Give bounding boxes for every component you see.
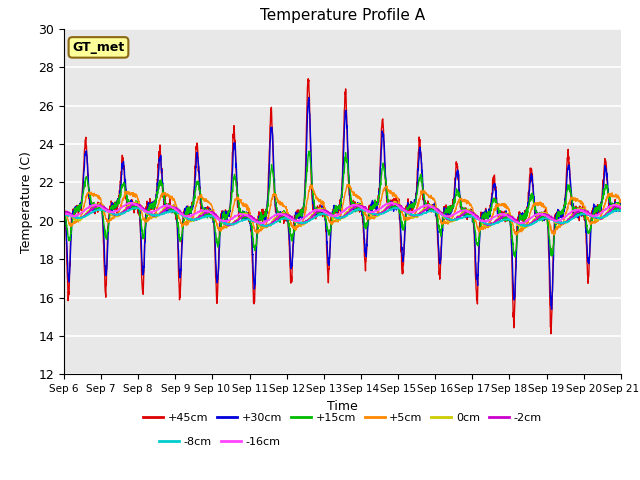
-2cm <box>262 224 270 230</box>
Line: -2cm: -2cm <box>64 204 621 227</box>
-8cm <box>504 216 512 222</box>
-8cm <box>371 212 378 217</box>
0cm <box>371 212 378 218</box>
0cm <box>390 198 398 204</box>
-16cm <box>60 210 68 216</box>
+45cm <box>305 76 312 82</box>
0cm <box>584 210 591 216</box>
-8cm <box>60 213 68 218</box>
-8cm <box>216 217 223 223</box>
+30cm <box>359 212 367 217</box>
-8cm <box>392 205 400 211</box>
+15cm <box>617 205 625 211</box>
-8cm <box>358 206 366 212</box>
Line: -16cm: -16cm <box>64 202 621 224</box>
-16cm <box>584 211 591 216</box>
+30cm <box>504 217 512 223</box>
+30cm <box>60 209 68 215</box>
+30cm <box>305 95 312 100</box>
Line: +45cm: +45cm <box>64 79 621 334</box>
Line: +15cm: +15cm <box>64 151 621 257</box>
-16cm <box>388 199 396 205</box>
+30cm <box>371 202 379 208</box>
+5cm <box>60 209 68 215</box>
0cm <box>60 210 68 216</box>
+15cm <box>504 216 512 222</box>
+5cm <box>550 232 558 238</box>
-2cm <box>60 211 68 216</box>
+30cm <box>584 254 591 260</box>
+5cm <box>568 196 576 202</box>
-16cm <box>256 221 264 227</box>
-8cm <box>568 216 576 221</box>
+30cm <box>548 306 556 312</box>
-2cm <box>505 213 513 218</box>
-16cm <box>568 208 576 214</box>
-8cm <box>520 223 527 229</box>
Legend: -8cm, -16cm: -8cm, -16cm <box>155 433 285 452</box>
Text: GT_met: GT_met <box>72 41 125 54</box>
+45cm <box>60 210 68 216</box>
+5cm <box>584 215 591 221</box>
-16cm <box>371 208 379 214</box>
0cm <box>216 216 223 222</box>
0cm <box>504 213 512 218</box>
+15cm <box>371 201 379 206</box>
+30cm <box>216 246 223 252</box>
+45cm <box>359 219 367 225</box>
0cm <box>617 204 625 209</box>
+45cm <box>547 331 555 336</box>
-2cm <box>131 201 139 206</box>
+30cm <box>568 203 576 209</box>
+45cm <box>216 239 223 245</box>
+15cm <box>511 254 519 260</box>
+15cm <box>60 208 68 214</box>
Line: -8cm: -8cm <box>64 208 621 226</box>
+30cm <box>617 199 625 205</box>
+45cm <box>584 272 591 278</box>
0cm <box>358 203 366 208</box>
+5cm <box>617 197 625 203</box>
+5cm <box>359 204 367 210</box>
+45cm <box>617 205 625 211</box>
+45cm <box>568 200 576 205</box>
Line: +30cm: +30cm <box>64 97 621 309</box>
+15cm <box>584 228 591 234</box>
-16cm <box>505 214 513 220</box>
+5cm <box>345 181 353 187</box>
-16cm <box>359 206 367 212</box>
-8cm <box>617 208 625 214</box>
-2cm <box>568 215 576 220</box>
-2cm <box>216 216 223 222</box>
Line: 0cm: 0cm <box>64 201 621 228</box>
+15cm <box>568 196 576 202</box>
+5cm <box>371 214 379 219</box>
Title: Temperature Profile A: Temperature Profile A <box>260 9 425 24</box>
X-axis label: Time: Time <box>327 400 358 413</box>
-16cm <box>216 218 223 224</box>
Line: +5cm: +5cm <box>64 184 621 235</box>
-2cm <box>359 205 367 211</box>
0cm <box>568 212 576 217</box>
-8cm <box>584 212 591 218</box>
+15cm <box>359 210 367 216</box>
+45cm <box>504 211 512 216</box>
+45cm <box>371 204 379 209</box>
+15cm <box>305 148 313 154</box>
0cm <box>522 225 529 231</box>
-2cm <box>617 206 625 212</box>
-2cm <box>584 209 591 215</box>
+15cm <box>216 234 223 240</box>
-2cm <box>371 213 379 218</box>
+5cm <box>504 206 512 212</box>
-16cm <box>617 204 625 210</box>
Y-axis label: Temperature (C): Temperature (C) <box>20 151 33 252</box>
+5cm <box>216 228 223 233</box>
